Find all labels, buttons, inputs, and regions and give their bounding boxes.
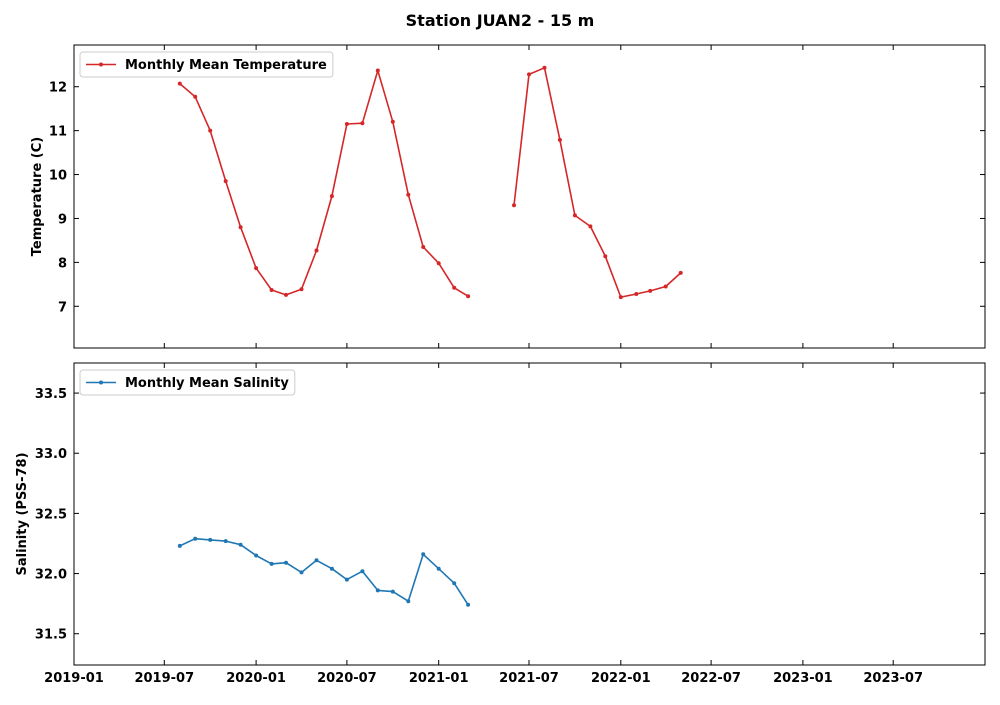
temperature-data-point [603, 254, 608, 259]
temperature-data-point [436, 261, 441, 266]
salinity-data-point [452, 581, 457, 586]
temperature-data-point [572, 213, 577, 218]
temperature-data-point [512, 203, 516, 208]
temperature-data-point [648, 288, 653, 293]
temperature-y-axis-label: Temperature (C) [30, 137, 45, 256]
temperature-panel: 7 8 9 10 11 12 Temperature (C) Monthly Mean Tem… [30, 44, 986, 349]
salinity-data-point [375, 588, 380, 593]
temperature-y-tick-label: 8 [58, 256, 67, 271]
salinity-data-point [344, 577, 349, 582]
salinity-data-point [284, 560, 288, 565]
temperature-y-tick-label: 7 [58, 300, 67, 315]
temperature-data-point [238, 225, 243, 230]
x-tick-label: 2020-07 [317, 671, 377, 686]
temperature-data-point [360, 121, 365, 126]
temperature-series-line [513, 67, 682, 298]
temperature-data-point [314, 248, 319, 253]
temperature-data-point [452, 285, 457, 290]
x-tick-label: 2023-07 [863, 671, 923, 686]
x-tick-label: 2019-07 [134, 671, 194, 686]
temperature-data-point [542, 65, 547, 70]
salinity-axes-frame [73, 362, 986, 666]
temperature-data-point [634, 292, 639, 296]
salinity-legend-marker [99, 380, 103, 385]
salinity-series-line [179, 537, 469, 606]
salinity-data-point [193, 536, 198, 541]
salinity-panel: 31.5 32.0 32.5 33.0 33.5 Salinity (PSS-78) Mon… [15, 362, 986, 666]
salinity-data-point [390, 589, 395, 594]
temperature-data-point [466, 294, 471, 299]
salinity-data-point [360, 569, 365, 574]
temperature-data-point [663, 284, 668, 289]
salinity-data-point [436, 566, 441, 571]
salinity-y-tick-label: 32.5 [35, 507, 67, 522]
salinity-data-point [466, 602, 471, 607]
temperature-y-tick-label: 12 [49, 81, 67, 96]
temperature-y-tick-label: 10 [49, 169, 67, 184]
salinity-data-point [208, 537, 213, 542]
x-tick-label: 2022-07 [681, 671, 741, 686]
salinity-data-point [269, 561, 274, 566]
temperature-y-tick-label: 11 [49, 125, 67, 140]
x-tick-label: 2019-01 [44, 671, 104, 686]
x-tick-label: 2021-07 [499, 671, 559, 686]
salinity-y-axis-label: Salinity (PSS-78) [15, 452, 30, 575]
temperature-data-point [299, 287, 304, 292]
salinity-data-point [329, 566, 334, 571]
salinity-data-point [421, 552, 426, 557]
temperature-data-point [284, 292, 288, 297]
salinity-y-tick-label: 33.0 [35, 447, 67, 462]
temperature-data-point [269, 288, 274, 292]
x-tick-label: 2023-01 [773, 671, 833, 686]
salinity-legend-label: Monthly Mean Salinity [125, 376, 289, 391]
temperature-data-point [557, 137, 562, 142]
temperature-y-tick-label: 9 [58, 212, 67, 227]
temperature-data-point [588, 224, 593, 229]
x-tick-label: 2022-01 [591, 671, 651, 686]
temperature-legend-label: Monthly Mean Temperature [125, 58, 327, 73]
salinity-legend: Monthly Mean Salinity [79, 369, 296, 396]
temperature-data-point [421, 245, 426, 249]
salinity-y-tick-label: 33.5 [35, 387, 67, 402]
chart-title: Station JUAN2 - 15 m [406, 11, 595, 30]
temperature-data-point [177, 81, 182, 86]
temperature-data-point [406, 192, 411, 197]
temperature-data-point [223, 179, 228, 184]
salinity-legend-box [79, 369, 296, 396]
temperature-data-point [329, 194, 334, 199]
salinity-y-tick-label: 31.5 [35, 628, 67, 643]
salinity-y-tick-label: 32.0 [35, 568, 67, 583]
salinity-data-point [299, 570, 304, 575]
temperature-legend-box [79, 51, 334, 78]
temperature-data-point [678, 270, 683, 275]
temperature-data-point [527, 72, 531, 77]
salinity-data-point [177, 543, 182, 548]
x-axis-tick-labels: 2019-01 2019-07 2020-01 2020-07 2021-01 2021-… [44, 671, 923, 686]
temperature-data-point [254, 266, 259, 271]
x-tick-label: 2020-01 [226, 671, 286, 686]
temperature-data-point [208, 128, 213, 133]
temperature-data-point [390, 119, 395, 124]
temperature-series-line [179, 69, 469, 297]
temperature-legend: Monthly Mean Temperature [79, 51, 334, 78]
salinity-data-point [223, 539, 228, 544]
temperature-legend-marker [99, 62, 103, 67]
x-tick-label: 2021-01 [409, 671, 469, 686]
salinity-data-point [254, 553, 259, 558]
salinity-data-point [314, 558, 319, 563]
temperature-axes-frame [73, 44, 986, 349]
temperature-data-point [618, 295, 623, 300]
salinity-data-point [238, 542, 243, 547]
temperature-data-point [193, 94, 198, 99]
temperature-data-point [344, 122, 349, 126]
salinity-data-point [406, 599, 411, 604]
temperature-data-point [375, 68, 380, 73]
